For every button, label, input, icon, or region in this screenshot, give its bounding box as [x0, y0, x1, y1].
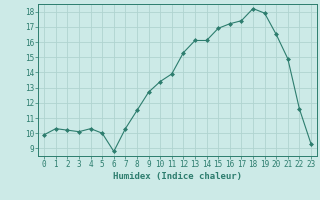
X-axis label: Humidex (Indice chaleur): Humidex (Indice chaleur)	[113, 172, 242, 181]
